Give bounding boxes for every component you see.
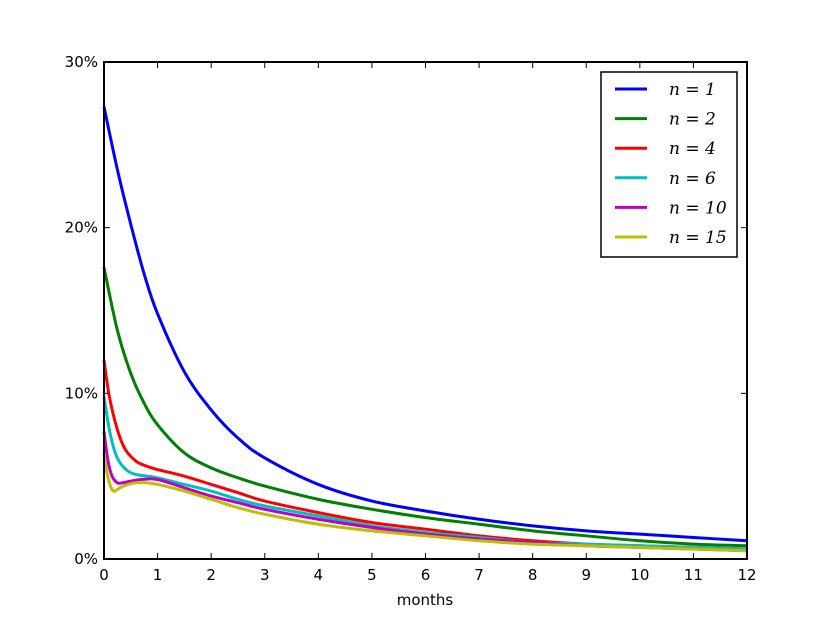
x-tick-label: 10 <box>630 566 649 584</box>
series-line-2 <box>102 267 748 548</box>
series-layer <box>102 106 748 553</box>
y-tick-label: 20% <box>65 219 98 237</box>
legend-label: n = 15 <box>669 228 727 248</box>
x-tick-label: 11 <box>684 566 703 584</box>
series-line-1 <box>102 106 748 543</box>
y-tick-label: 10% <box>65 384 98 402</box>
x-tick-label: 7 <box>474 566 484 584</box>
x-tick-label: 0 <box>99 566 109 584</box>
x-tick-label: 1 <box>153 566 163 584</box>
y-tick-label: 0% <box>74 550 98 568</box>
y-tick-label: 30% <box>65 53 98 71</box>
legend-box <box>600 71 738 258</box>
legend-label: n = 10 <box>669 198 727 218</box>
legend-label: n = 2 <box>669 110 716 130</box>
legend: n = 1 n = 2 n = 4 n = 6 n = 10 n = 15 <box>600 71 738 258</box>
x-tick-label: 5 <box>367 566 377 584</box>
tick-layer: 0 1 2 3 4 5 6 7 8 9 10 11 120%10%20%30% <box>65 53 757 584</box>
x-tick-label: 2 <box>206 566 216 584</box>
x-tick-label: 9 <box>581 566 591 584</box>
x-axis-label: months <box>397 591 454 609</box>
legend-label: n = 4 <box>669 139 716 159</box>
x-tick-label: 3 <box>260 566 270 584</box>
x-tick-label: 4 <box>314 566 324 584</box>
x-tick-label: 6 <box>421 566 431 584</box>
x-tick-label: 8 <box>528 566 538 584</box>
legend-label: n = 1 <box>669 80 716 100</box>
legend-label: n = 6 <box>669 169 716 189</box>
series-line-6 <box>102 452 748 553</box>
x-tick-label: 12 <box>737 566 756 584</box>
